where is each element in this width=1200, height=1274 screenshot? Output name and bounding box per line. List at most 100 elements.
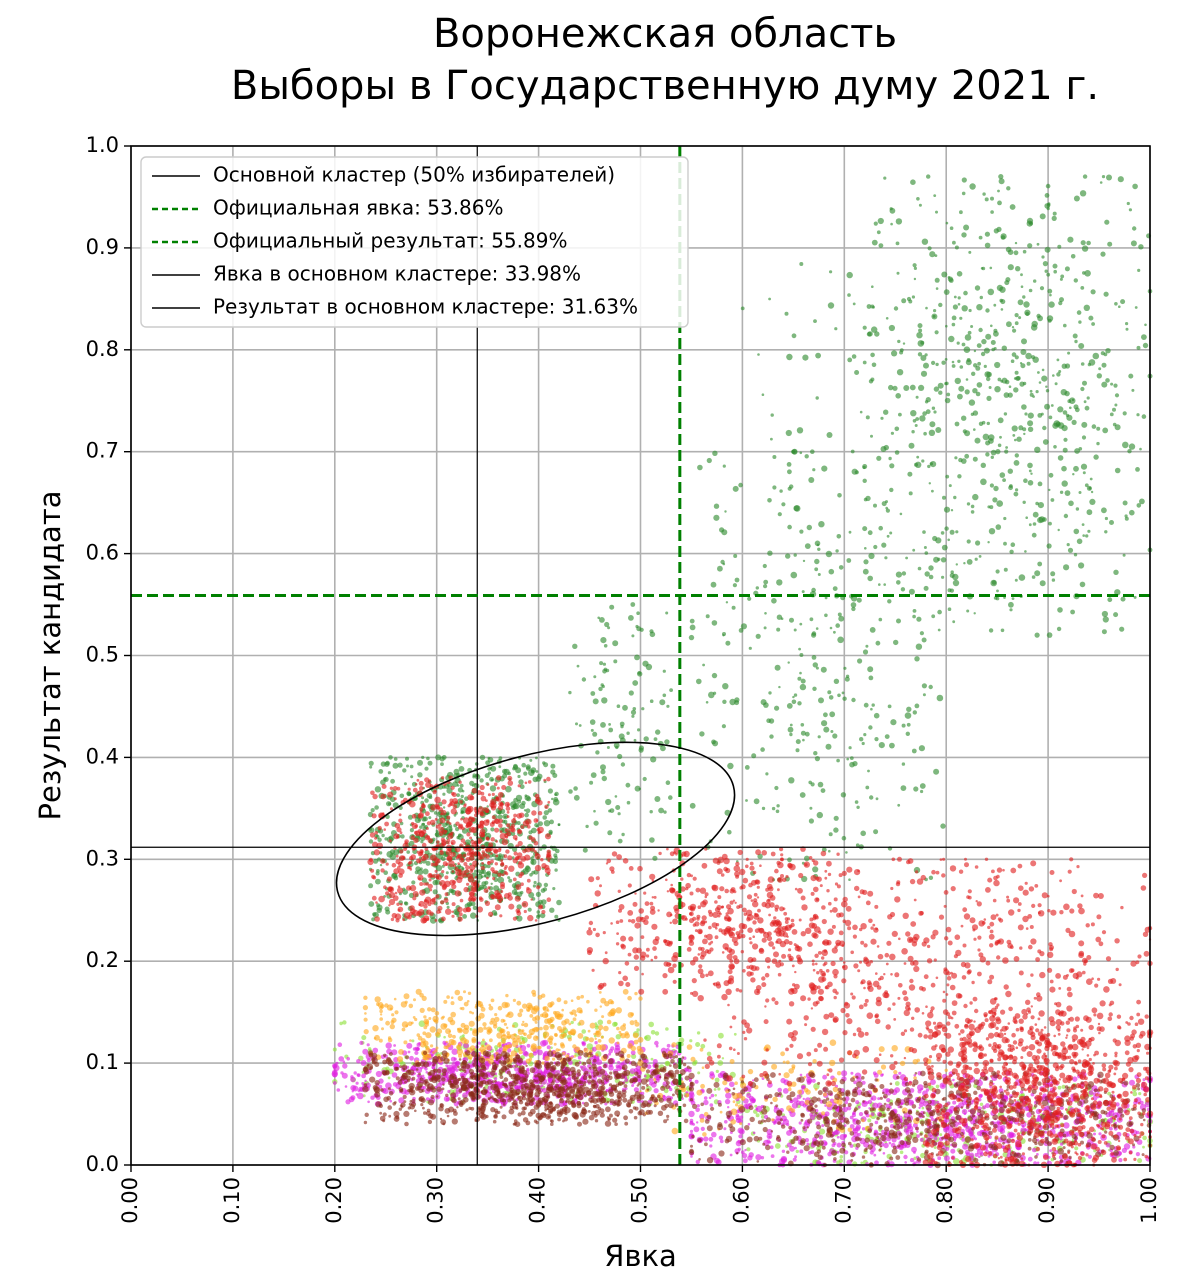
data-point: [881, 1073, 884, 1076]
data-point: [1117, 1107, 1124, 1114]
data-point: [837, 1087, 842, 1092]
data-point: [1118, 1158, 1123, 1163]
data-point: [450, 1011, 457, 1018]
data-point: [876, 1135, 880, 1139]
data-point: [543, 762, 549, 768]
data-point: [458, 1100, 464, 1106]
data-point: [571, 1102, 577, 1108]
data-point: [587, 1110, 591, 1113]
data-point: [634, 654, 640, 661]
data-point: [769, 1145, 774, 1150]
data-point: [460, 1084, 468, 1092]
data-point: [666, 704, 670, 708]
data-point: [1008, 1133, 1015, 1139]
data-point: [928, 1125, 932, 1130]
data-point: [529, 758, 533, 762]
data-point: [823, 1092, 827, 1097]
data-point: [423, 1025, 428, 1030]
data-point: [555, 1048, 560, 1052]
data-point: [641, 1085, 646, 1090]
data-point: [436, 1068, 442, 1074]
data-point: [691, 1134, 695, 1139]
data-point: [521, 1040, 526, 1045]
data-point: [907, 1093, 913, 1100]
data-point: [341, 1072, 348, 1079]
data-point: [542, 1006, 547, 1010]
data-point: [668, 1102, 674, 1109]
data-point: [654, 1040, 659, 1046]
data-point: [729, 1153, 733, 1157]
data-point: [736, 1152, 739, 1155]
data-point: [550, 1046, 553, 1049]
data-point: [435, 1046, 439, 1050]
data-point: [524, 1074, 529, 1078]
data-point: [598, 1066, 602, 1069]
data-point: [603, 644, 608, 648]
data-point: [598, 1029, 602, 1032]
data-point: [709, 1103, 714, 1107]
data-point: [594, 1008, 598, 1012]
data-point: [882, 1152, 886, 1155]
data-point: [659, 699, 666, 706]
data-point: [456, 1027, 460, 1031]
data-point: [834, 1093, 841, 1101]
data-point: [786, 1123, 790, 1127]
data-point: [535, 756, 538, 760]
data-point: [421, 1074, 425, 1078]
data-point: [387, 1076, 391, 1080]
data-point: [941, 1136, 945, 1140]
data-point: [688, 1072, 695, 1080]
data-point: [604, 1120, 612, 1127]
data-point: [626, 800, 631, 805]
data-point: [483, 1026, 487, 1030]
data-point: [342, 1063, 348, 1069]
data-point: [446, 995, 450, 999]
data-point: [586, 1058, 592, 1065]
data-point: [485, 1044, 492, 1051]
data-point: [530, 859, 537, 866]
data-point: [861, 1127, 866, 1131]
data-point: [516, 1000, 522, 1006]
data-point: [1037, 1114, 1040, 1118]
data-point: [593, 1032, 596, 1036]
data-point: [419, 1077, 424, 1082]
data-point: [640, 1078, 648, 1085]
data-point: [857, 1132, 861, 1137]
data-point: [424, 1078, 429, 1084]
data-point: [456, 784, 460, 787]
data-point: [425, 1097, 430, 1101]
data-point: [530, 1045, 537, 1052]
data-point: [739, 1115, 744, 1119]
data-point: [919, 1137, 924, 1142]
data-point: [553, 797, 559, 802]
data-point: [430, 1044, 434, 1048]
data-point: [342, 1060, 346, 1063]
data-point: [555, 1070, 561, 1075]
data-point: [727, 1106, 730, 1109]
data-point: [496, 1088, 501, 1093]
data-point: [436, 1095, 439, 1098]
data-point: [411, 880, 416, 885]
data-point: [424, 798, 429, 803]
data-point: [596, 1071, 600, 1075]
data-point: [724, 1120, 728, 1124]
data-point: [529, 1014, 534, 1018]
data-point: [933, 1136, 938, 1141]
data-point: [1003, 1105, 1007, 1109]
data-point: [1120, 1113, 1125, 1118]
data-point: [564, 1100, 568, 1103]
data-point: [911, 1104, 917, 1109]
data-point: [821, 1124, 825, 1128]
data-point: [425, 1045, 430, 1050]
data-point: [501, 1114, 507, 1120]
data-point: [636, 611, 640, 615]
data-point: [565, 1084, 568, 1088]
data-point: [342, 1020, 347, 1025]
data-point: [500, 1034, 508, 1041]
data-point: [624, 1031, 629, 1036]
data-point: [830, 1119, 837, 1126]
data-point: [362, 1048, 369, 1055]
data-point: [600, 1079, 605, 1084]
data-point: [604, 1102, 608, 1106]
data-point: [467, 991, 472, 995]
